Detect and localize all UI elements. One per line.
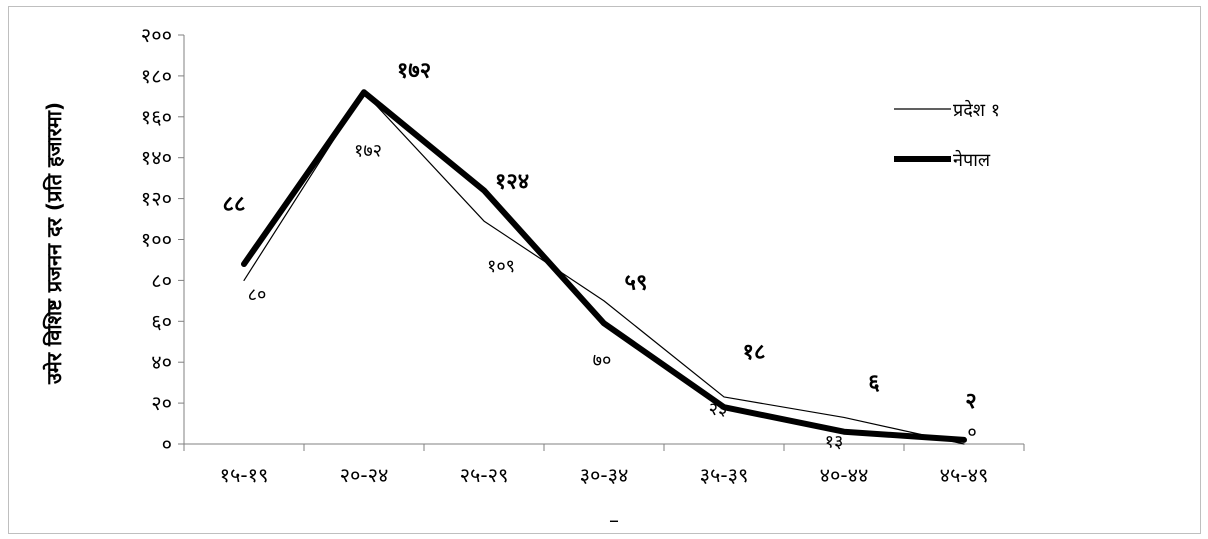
data-label-province-1: १०९ <box>487 256 515 277</box>
series-line-province-1 <box>243 91 965 445</box>
y-tick-label: ४० <box>151 350 172 374</box>
data-label-nepal: ८८ <box>223 192 246 217</box>
x-tick-label: ४०-४४ <box>820 463 869 487</box>
data-label-nepal: २ <box>965 389 976 414</box>
x-axis-label: – <box>609 508 619 532</box>
x-tick-label: ४५-४९ <box>940 463 989 487</box>
y-tick-label: ८० <box>151 268 172 292</box>
x-tick-label: ३०-३४ <box>580 463 629 487</box>
line-chart: उमेर विशिष्ट प्रजनन दर (प्रति हजारमा) – … <box>42 23 1025 532</box>
y-tick-label: ६० <box>151 309 172 333</box>
data-label-province-1: ८० <box>248 284 267 305</box>
y-tick-label: १४० <box>141 146 172 170</box>
data-labels: ८० १७२ १०९ ७० २३ १३ ० ८८ १७२ १२४ ५९ १८ ६ २ <box>223 58 977 452</box>
y-tick-label: १०० <box>141 228 172 252</box>
series-layer <box>241 89 967 445</box>
x-tick-label: २०-२४ <box>340 463 389 487</box>
y-tick-label: १८० <box>141 64 172 88</box>
y-tick-label: ० <box>162 432 172 456</box>
data-label-nepal: १२४ <box>495 169 529 194</box>
x-tick-label: ३५-३९ <box>700 463 749 487</box>
legend: प्रदेश १ नेपाल <box>894 99 1000 171</box>
y-axis-label: उमेर विशिष्ट प्रजनन दर (प्रति हजारमा) <box>42 102 66 385</box>
legend-label-nepal: नेपाल <box>953 149 991 171</box>
legend-label-province-1: प्रदेश १ <box>953 99 1000 121</box>
data-label-nepal: १८ <box>743 340 766 365</box>
data-label-province-1: ० <box>967 422 976 443</box>
data-label-province-1: १७२ <box>354 140 382 161</box>
chart-frame: उमेर विशिष्ट प्रजनन दर (प्रति हजारमा) – … <box>8 6 1201 534</box>
data-label-nepal: ६ <box>868 371 880 396</box>
y-tick-label: २० <box>151 391 172 415</box>
data-label-province-1: २३ <box>709 399 728 420</box>
x-tick-label: २५-२९ <box>460 463 509 487</box>
data-label-nepal: ५९ <box>625 270 648 295</box>
y-tick-label: १६० <box>141 105 172 129</box>
y-tick-label: १२० <box>141 187 172 211</box>
x-tick-label: १५-१९ <box>220 463 269 487</box>
y-tick-label: २०० <box>141 23 172 47</box>
data-label-nepal: १७२ <box>397 58 431 83</box>
series-line-nepal <box>241 89 967 443</box>
data-label-province-1: ७० <box>593 350 612 371</box>
data-label-province-1: १३ <box>825 431 844 452</box>
